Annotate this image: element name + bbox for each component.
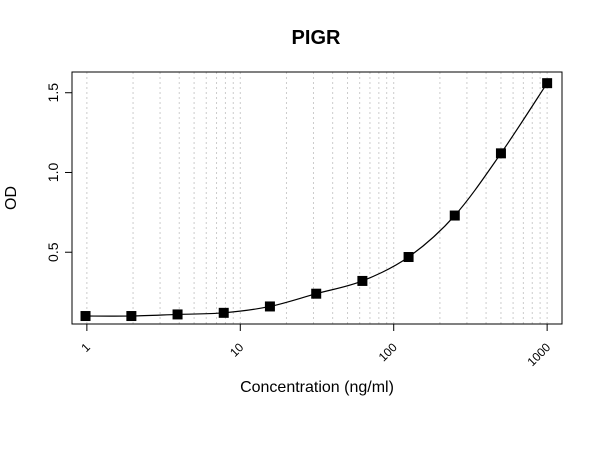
fit-curve — [85, 82, 548, 317]
data-point — [172, 309, 183, 320]
y-tick-label: 1.0 — [45, 163, 61, 183]
data-point — [126, 311, 137, 322]
data-point — [449, 210, 460, 221]
data-point — [403, 252, 414, 263]
data-point — [264, 301, 275, 312]
y-tick-label: 0.5 — [45, 242, 61, 262]
x-axis-label: Concentration (ng/ml) — [240, 379, 394, 396]
x-tick-label: 1000 — [524, 340, 553, 369]
data-point — [495, 148, 506, 159]
data-point — [80, 311, 91, 322]
plot-frame — [71, 71, 563, 325]
x-axis: 1 10 100 1000 — [78, 324, 553, 369]
y-axis-label: OD — [3, 186, 20, 210]
data-point — [357, 275, 368, 286]
data-point — [311, 288, 322, 299]
grid — [86, 72, 548, 324]
chart-title: PIGR — [292, 27, 341, 49]
data-points — [80, 78, 553, 322]
y-axis: 0.5 1.0 1.5 — [45, 83, 72, 262]
x-tick-label: 1 — [78, 340, 93, 355]
y-tick-label: 1.5 — [45, 83, 61, 103]
x-tick-label: 100 — [376, 340, 400, 364]
data-point — [542, 78, 553, 89]
x-tick-label: 10 — [227, 340, 247, 360]
data-point — [218, 307, 229, 318]
